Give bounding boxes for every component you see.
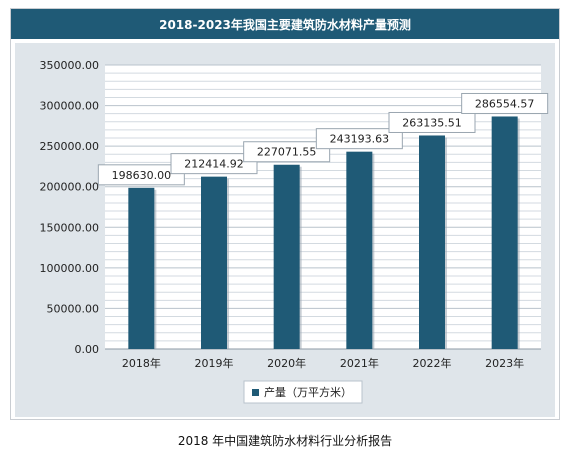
- bar: [491, 116, 518, 349]
- figure-caption: 2018 年中国建筑防水材料行业分析报告: [177, 434, 393, 448]
- data-label: 263135.51: [402, 116, 462, 129]
- chart-title: 2018-2023年我国主要建筑防水材料产量预测: [11, 9, 559, 39]
- data-label-box: [243, 141, 331, 163]
- x-tick-label: 2021年: [340, 356, 379, 370]
- y-tick-label: 250000.00: [40, 140, 100, 153]
- data-label: 243193.63: [330, 133, 390, 146]
- legend-label: 产量（万平方米）: [264, 385, 352, 399]
- x-tick-label: 2018年: [122, 356, 161, 370]
- bar: [128, 187, 155, 349]
- x-tick-label: 2019年: [195, 356, 234, 370]
- data-label: 212414.92: [184, 158, 244, 171]
- y-tick-label: 50000.00: [47, 302, 100, 315]
- bar: [201, 176, 227, 349]
- x-tick-label: 2020年: [267, 356, 306, 370]
- x-tick-label: 2023年: [485, 356, 524, 370]
- y-tick-label: 300000.00: [40, 100, 100, 113]
- data-label-box: [170, 153, 258, 175]
- legend-swatch: [252, 389, 259, 396]
- data-label: 227071.55: [257, 146, 317, 159]
- chart-frame: 2018-2023年我国主要建筑防水材料产量预测 0.00 50000.00 100…: [10, 8, 560, 420]
- y-tick-label: 0.00: [75, 343, 100, 356]
- data-label-box: [97, 164, 185, 186]
- data-label-box: [461, 92, 549, 114]
- y-tick-label: 350000.00: [40, 59, 100, 72]
- legend-box: [243, 380, 363, 404]
- bar: [419, 135, 445, 349]
- x-tick-label: 2022年: [413, 356, 452, 370]
- bar-chart: 0.00 50000.00 100000.00 150000.00 200000.00 2…: [40, 59, 549, 404]
- bar: [273, 164, 300, 349]
- y-tick-label: 200000.00: [40, 181, 100, 194]
- y-tick-label: 100000.00: [40, 262, 100, 275]
- data-label-box: [388, 111, 476, 133]
- data-label: 198630.00: [112, 169, 172, 182]
- y-tick-label: 150000.00: [40, 221, 100, 234]
- data-label: 286554.57: [475, 97, 535, 110]
- data-label-box: [315, 128, 403, 150]
- chart-panel: 0.00 50000.00 100000.00 150000.00 200000.00 2…: [15, 43, 555, 417]
- bar: [346, 151, 373, 349]
